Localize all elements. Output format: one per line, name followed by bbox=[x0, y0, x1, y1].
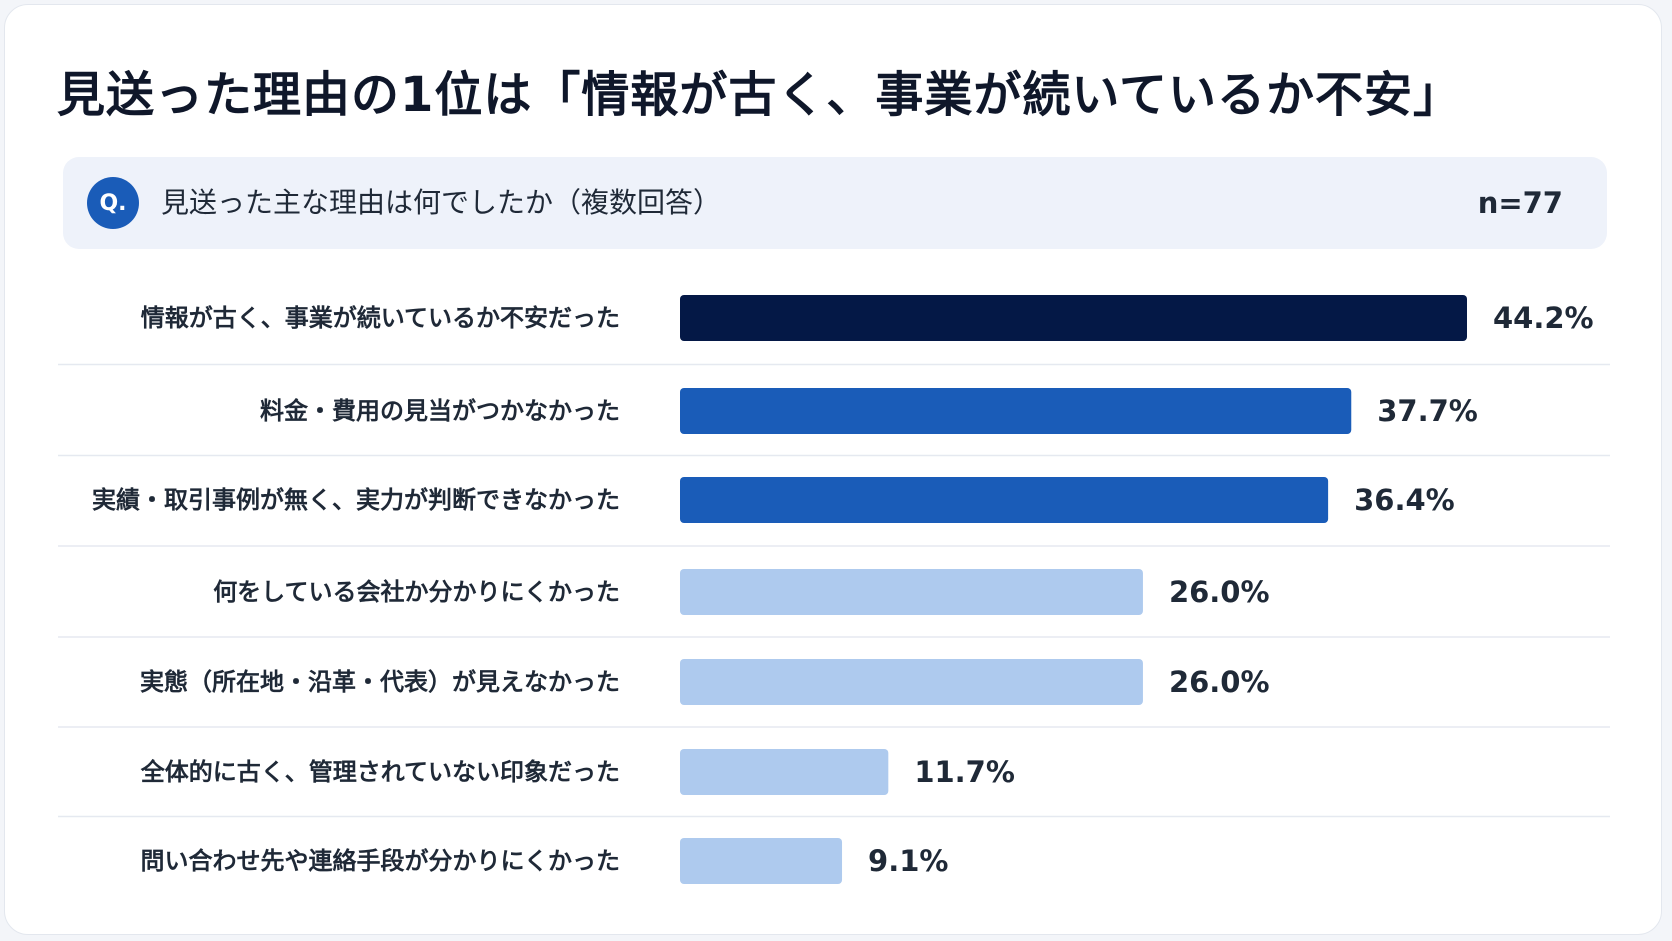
value-label: 26.0% bbox=[1169, 665, 1270, 699]
question-panel: Q. 見送った主な理由は何でしたか（複数回答） n=77 bbox=[63, 157, 1607, 249]
question-text: 見送った主な理由は何でしたか（複数回答） bbox=[161, 186, 722, 219]
value-label: 9.1% bbox=[868, 844, 948, 878]
bar bbox=[680, 659, 1143, 705]
bar bbox=[680, 388, 1352, 434]
bar bbox=[680, 749, 889, 795]
category-label: 問い合わせ先や連絡手段が分かりにくかった bbox=[140, 847, 620, 875]
bar bbox=[680, 295, 1467, 341]
value-label: 44.2% bbox=[1493, 301, 1594, 335]
category-label: 何をしている会社か分かりにくかった bbox=[213, 578, 620, 606]
bar bbox=[680, 838, 843, 884]
category-label: 実態（所在地・沿革・代表）が見えなかった bbox=[140, 668, 620, 696]
value-label: 26.0% bbox=[1169, 575, 1270, 609]
value-label: 36.4% bbox=[1354, 483, 1455, 517]
value-label: 37.7% bbox=[1377, 394, 1478, 428]
category-label: 料金・費用の見当がつかなかった bbox=[260, 397, 620, 425]
question-badge: Q. bbox=[87, 177, 139, 229]
page-title: 見送った理由の1位は「情報が古く、事業が続いているか不安」 bbox=[57, 67, 1462, 123]
category-label: 情報が古く、事業が続いているか不安だった bbox=[141, 304, 620, 332]
sample-size: n=77 bbox=[1477, 186, 1563, 220]
category-label: 実績・取引事例が無く、実力が判断できなかった bbox=[92, 486, 620, 514]
value-label: 11.7% bbox=[914, 755, 1015, 789]
bar bbox=[680, 477, 1329, 523]
category-label: 全体的に古く、管理されていない印象だった bbox=[140, 758, 620, 786]
bar bbox=[680, 569, 1143, 615]
